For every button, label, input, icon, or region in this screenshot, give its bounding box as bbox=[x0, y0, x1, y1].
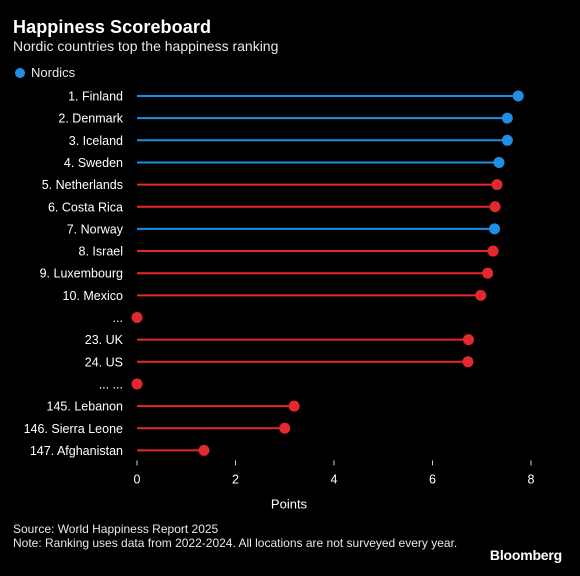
x-tick-label-0: 0 bbox=[134, 472, 141, 486]
legend: Nordics bbox=[13, 65, 75, 80]
source-note: Source: World Happiness Report 2025 bbox=[13, 522, 219, 536]
x-tick-label-2: 2 bbox=[232, 472, 239, 486]
category-label-7-norway: 7. Norway bbox=[67, 222, 124, 236]
x-tick-label-4: 4 bbox=[331, 472, 338, 486]
category-label-9-luxembourg: 9. Luxembourg bbox=[40, 267, 123, 281]
lollipop-dot-gap-10 bbox=[131, 312, 143, 323]
lollipop-dot-145-lebanon bbox=[288, 400, 300, 412]
methodology-note: Note: Ranking uses data from 2022-2024. … bbox=[13, 536, 458, 550]
lollipop-dot-7-norway bbox=[489, 223, 501, 235]
x-tick-label-6: 6 bbox=[429, 472, 436, 486]
category-label-1-finland: 1. Finland bbox=[68, 90, 123, 104]
chart-subtitle: Nordic countries top the happiness ranki… bbox=[13, 38, 279, 54]
category-label-146-sierra-leone: 146. Sierra Leone bbox=[24, 422, 123, 436]
category-label-3-iceland: 3. Iceland bbox=[69, 134, 123, 148]
x-tick-label-8: 8 bbox=[528, 472, 535, 486]
category-label-24-us: 24. US bbox=[85, 355, 123, 369]
category-label-10-mexico: 10. Mexico bbox=[63, 289, 123, 303]
legend-label-nordics: Nordics bbox=[31, 65, 76, 80]
category-label-4-sweden: 4. Sweden bbox=[64, 156, 123, 170]
lollipop-dot-24-us bbox=[462, 356, 474, 368]
category-label-gap-13: ... ... bbox=[99, 377, 123, 391]
category-label-5-netherlands: 5. Netherlands bbox=[42, 178, 123, 192]
legend-marker-nordics bbox=[15, 67, 25, 78]
lollipop-dot-6-costa-rica bbox=[489, 201, 501, 213]
footer-notes: Source: World Happiness Report 2025 Note… bbox=[13, 522, 463, 550]
category-label-gap-10: ... bbox=[113, 311, 123, 325]
category-label-23-uk: 23. UK bbox=[85, 333, 124, 347]
x-axis-label: Points bbox=[271, 496, 308, 511]
category-label-2-denmark: 2. Denmark bbox=[58, 112, 123, 126]
lollipop-dot-10-mexico bbox=[475, 289, 487, 301]
lollipop-dot-147-afghanistan bbox=[198, 444, 210, 456]
category-label-145-lebanon: 145. Lebanon bbox=[47, 400, 124, 414]
lollipop-dot-9-luxembourg bbox=[482, 267, 494, 279]
bloomberg-logo: Bloomberg bbox=[489, 547, 562, 563]
lollipop-dot-8-israel bbox=[487, 245, 499, 257]
lollipop-chart: 1. Finland 2. Denmark 3. Iceland 4. Sweden 5… bbox=[24, 90, 535, 512]
lollipop-dot-23-uk bbox=[462, 334, 474, 346]
lollipop-dot-gap-13 bbox=[131, 378, 143, 390]
lollipop-dot-146-sierra-leone bbox=[279, 422, 291, 434]
lollipop-dot-2-denmark bbox=[501, 112, 513, 124]
category-label-6-costa-rica: 6. Costa Rica bbox=[48, 200, 123, 214]
lollipop-dot-1-finland bbox=[512, 90, 524, 102]
lollipop-dot-5-netherlands bbox=[491, 179, 503, 191]
lollipop-dot-4-sweden bbox=[493, 156, 505, 168]
chart-title: Happiness Scoreboard bbox=[13, 17, 212, 37]
category-label-8-israel: 8. Israel bbox=[79, 245, 123, 259]
lollipop-dot-3-iceland bbox=[501, 134, 513, 146]
category-label-147-afghanistan: 147. Afghanistan bbox=[30, 444, 123, 458]
